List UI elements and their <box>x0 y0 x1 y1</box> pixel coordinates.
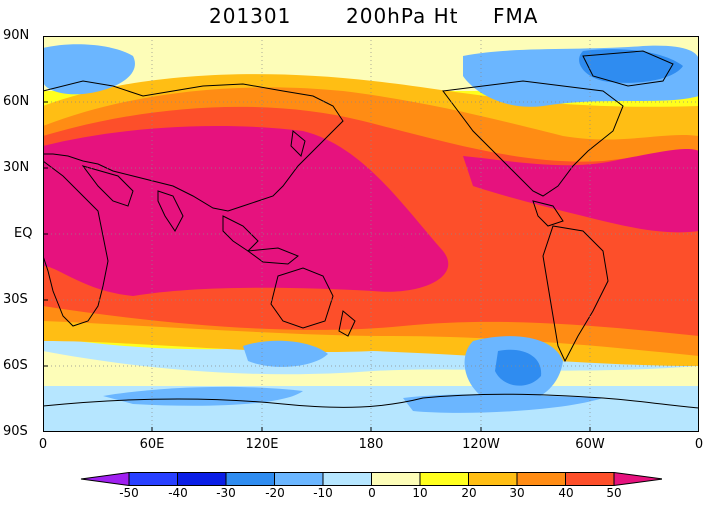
colorbar-arrow-right <box>613 472 662 486</box>
graticule <box>43 36 699 432</box>
field-blue-antarctic-east <box>403 394 603 413</box>
india-outline <box>157 190 184 232</box>
antarctica-outline <box>43 393 699 409</box>
title-variable: 200hPa Ht <box>346 4 459 28</box>
field-blue-arctic-west <box>43 44 135 95</box>
colorbar-label: 20 <box>461 486 477 500</box>
lon-label-120w: 120W <box>462 437 500 452</box>
colorbar-label: -40 <box>168 486 188 500</box>
colorbar-label: 10 <box>412 486 428 500</box>
central-america-outline <box>532 200 564 227</box>
lon-label-180: 180 <box>358 437 384 452</box>
height-anomaly-map <box>43 36 699 432</box>
colorbar-swatch <box>128 472 178 486</box>
australia-outline <box>270 267 334 329</box>
japan-outline <box>290 130 306 157</box>
field-magenta-maritime <box>213 230 409 277</box>
greenland-outline <box>582 50 674 87</box>
colorbar-swatch <box>468 472 518 486</box>
colorbar-arrow-left <box>80 472 130 486</box>
lat-label-60s: 60S <box>3 358 28 373</box>
field-blue-south-core <box>495 349 542 386</box>
colorbar-swatch <box>322 472 372 486</box>
colorbar-label: 40 <box>558 486 574 500</box>
colorbar-label: 0 <box>368 486 376 500</box>
title-season: FMA <box>493 4 539 28</box>
map-title: 201301 200hPa Ht FMA <box>0 4 712 34</box>
lat-label-60n: 60N <box>3 94 30 109</box>
eurasia-outline <box>43 80 344 212</box>
lon-label-120e: 120E <box>245 437 279 452</box>
africa-outline <box>43 160 109 327</box>
title-date: 201301 <box>209 4 292 28</box>
colorbar-label: -30 <box>216 486 236 500</box>
new-zealand-outline <box>338 310 356 337</box>
south-america-outline <box>542 225 609 363</box>
colorbar-swatch <box>565 472 615 486</box>
colorbar-swatch <box>419 472 469 486</box>
colorbar <box>80 472 662 486</box>
colorbar-swatch <box>274 472 324 486</box>
arabia-outline <box>81 165 134 207</box>
lon-label-60w: 60W <box>575 437 605 452</box>
lon-label-0: 0 <box>38 437 48 452</box>
colorbar-swatch <box>516 472 566 486</box>
north-america-outline <box>442 80 624 197</box>
lat-label-30n: 30N <box>3 160 30 175</box>
map-frame <box>43 36 699 432</box>
field-polar-edge <box>43 421 699 432</box>
colorbar-swatch <box>225 472 275 486</box>
lat-label-90s: 90S <box>3 424 28 439</box>
colorbar-label: -20 <box>265 486 285 500</box>
lon-label-60e: 60E <box>139 437 165 452</box>
coastlines <box>43 50 699 409</box>
colorbar-swatch <box>177 472 227 486</box>
lat-label-eq: EQ <box>14 226 33 241</box>
field-magenta-core-east <box>463 149 699 233</box>
lat-label-30s: 30S <box>3 292 28 307</box>
colorbar-label: 30 <box>509 486 525 500</box>
colorbar-swatch <box>371 472 421 486</box>
colorbar-label: 50 <box>606 486 622 500</box>
field-blue-south-west <box>243 340 328 367</box>
indonesia-outline <box>246 247 299 265</box>
colorbar-label: -10 <box>313 486 333 500</box>
colorbar-label: -50 <box>119 486 139 500</box>
lon-label-0-right: 0 <box>694 437 704 452</box>
lat-label-90n: 90N <box>3 28 30 43</box>
